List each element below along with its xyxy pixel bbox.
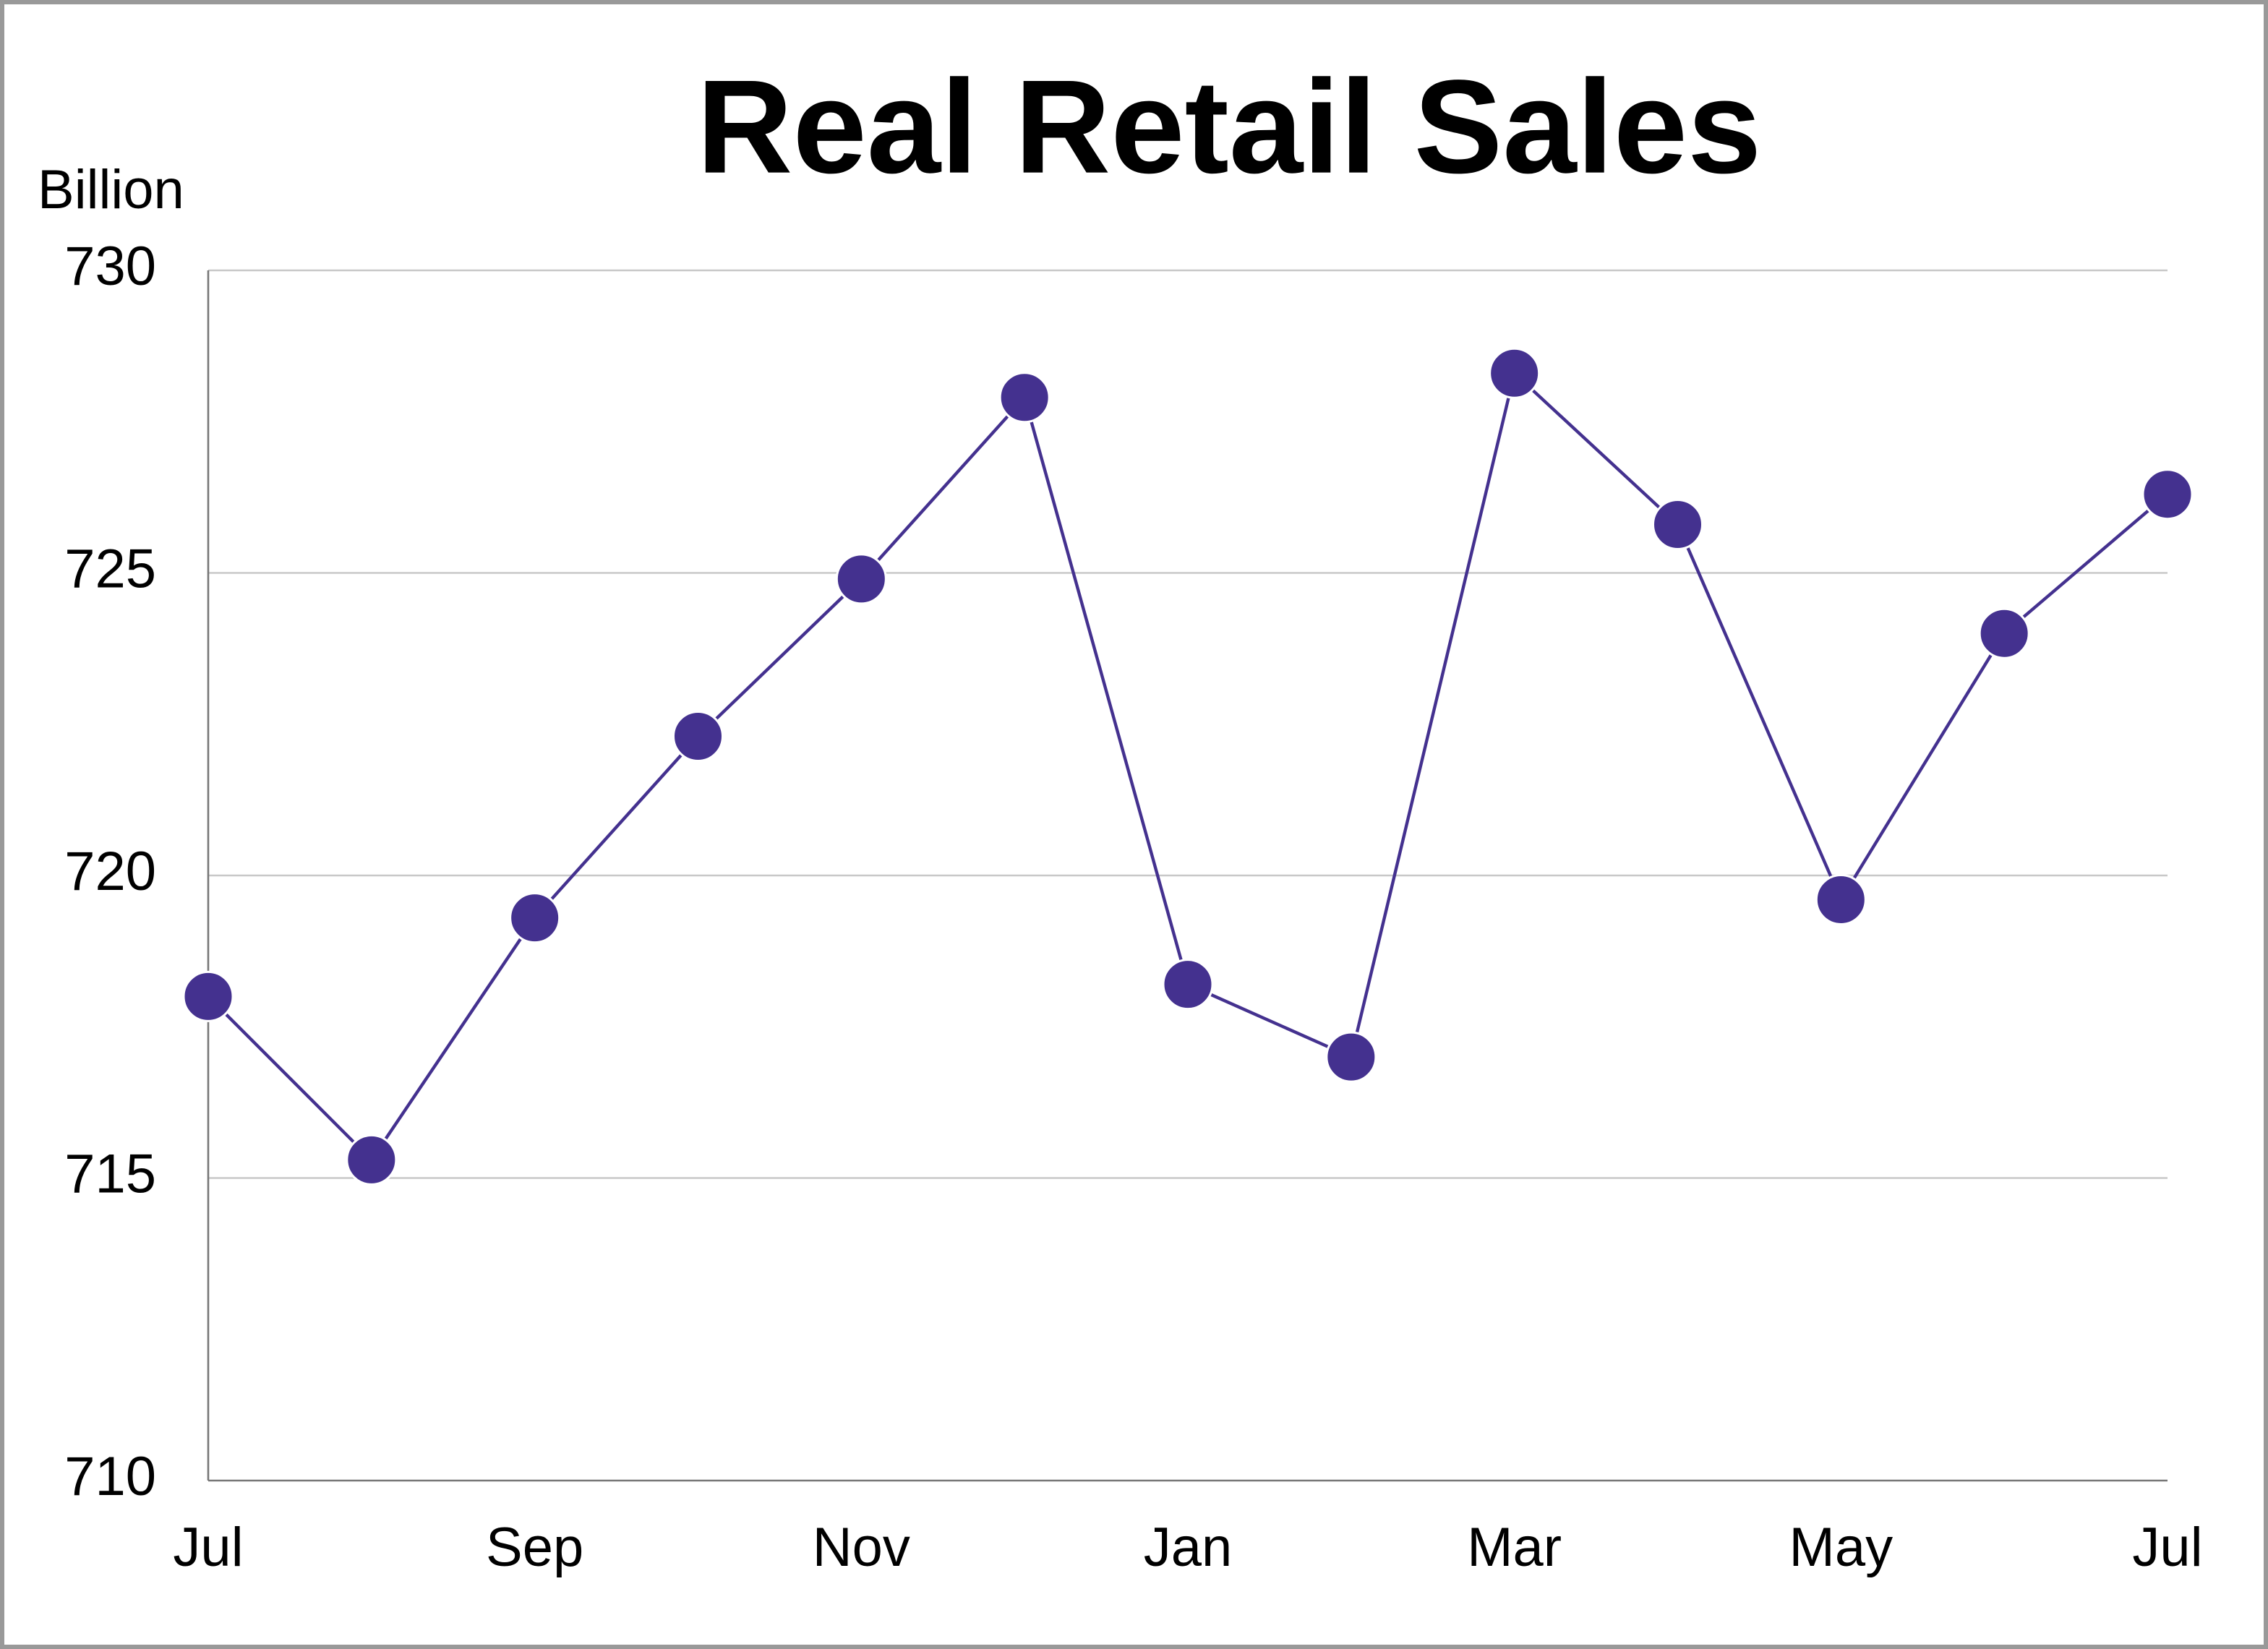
data-point — [1978, 607, 2030, 659]
data-point — [509, 892, 561, 944]
y-tick-label: 715 — [64, 1144, 156, 1205]
x-tick-label: May — [1789, 1517, 1893, 1578]
data-point — [346, 1134, 398, 1186]
y-tick-label: 730 — [64, 236, 156, 297]
x-tick-label: Mar — [1467, 1517, 1562, 1578]
y-axis-label: Billion — [38, 159, 184, 220]
x-tick-label: Jan — [1144, 1517, 1233, 1578]
y-tick-label: 720 — [64, 841, 156, 902]
y-tick-label: 710 — [64, 1446, 156, 1507]
y-tick-label: 725 — [64, 539, 156, 600]
chart-title: Real Retail Sales — [697, 52, 1762, 201]
data-point — [998, 372, 1050, 424]
data-point — [2141, 468, 2194, 521]
data-point — [1815, 873, 1867, 925]
data-point — [182, 970, 234, 1022]
data-point — [1325, 1031, 1377, 1083]
data-point — [672, 710, 724, 762]
x-tick-label: Sep — [486, 1517, 583, 1578]
data-point — [1489, 347, 1541, 399]
x-tick-label: Jul — [2132, 1517, 2202, 1578]
data-point — [1162, 959, 1214, 1011]
x-tick-label: Nov — [813, 1517, 910, 1578]
data-point — [835, 553, 887, 605]
x-tick-label: Jul — [173, 1517, 243, 1578]
data-point — [1652, 499, 1703, 551]
